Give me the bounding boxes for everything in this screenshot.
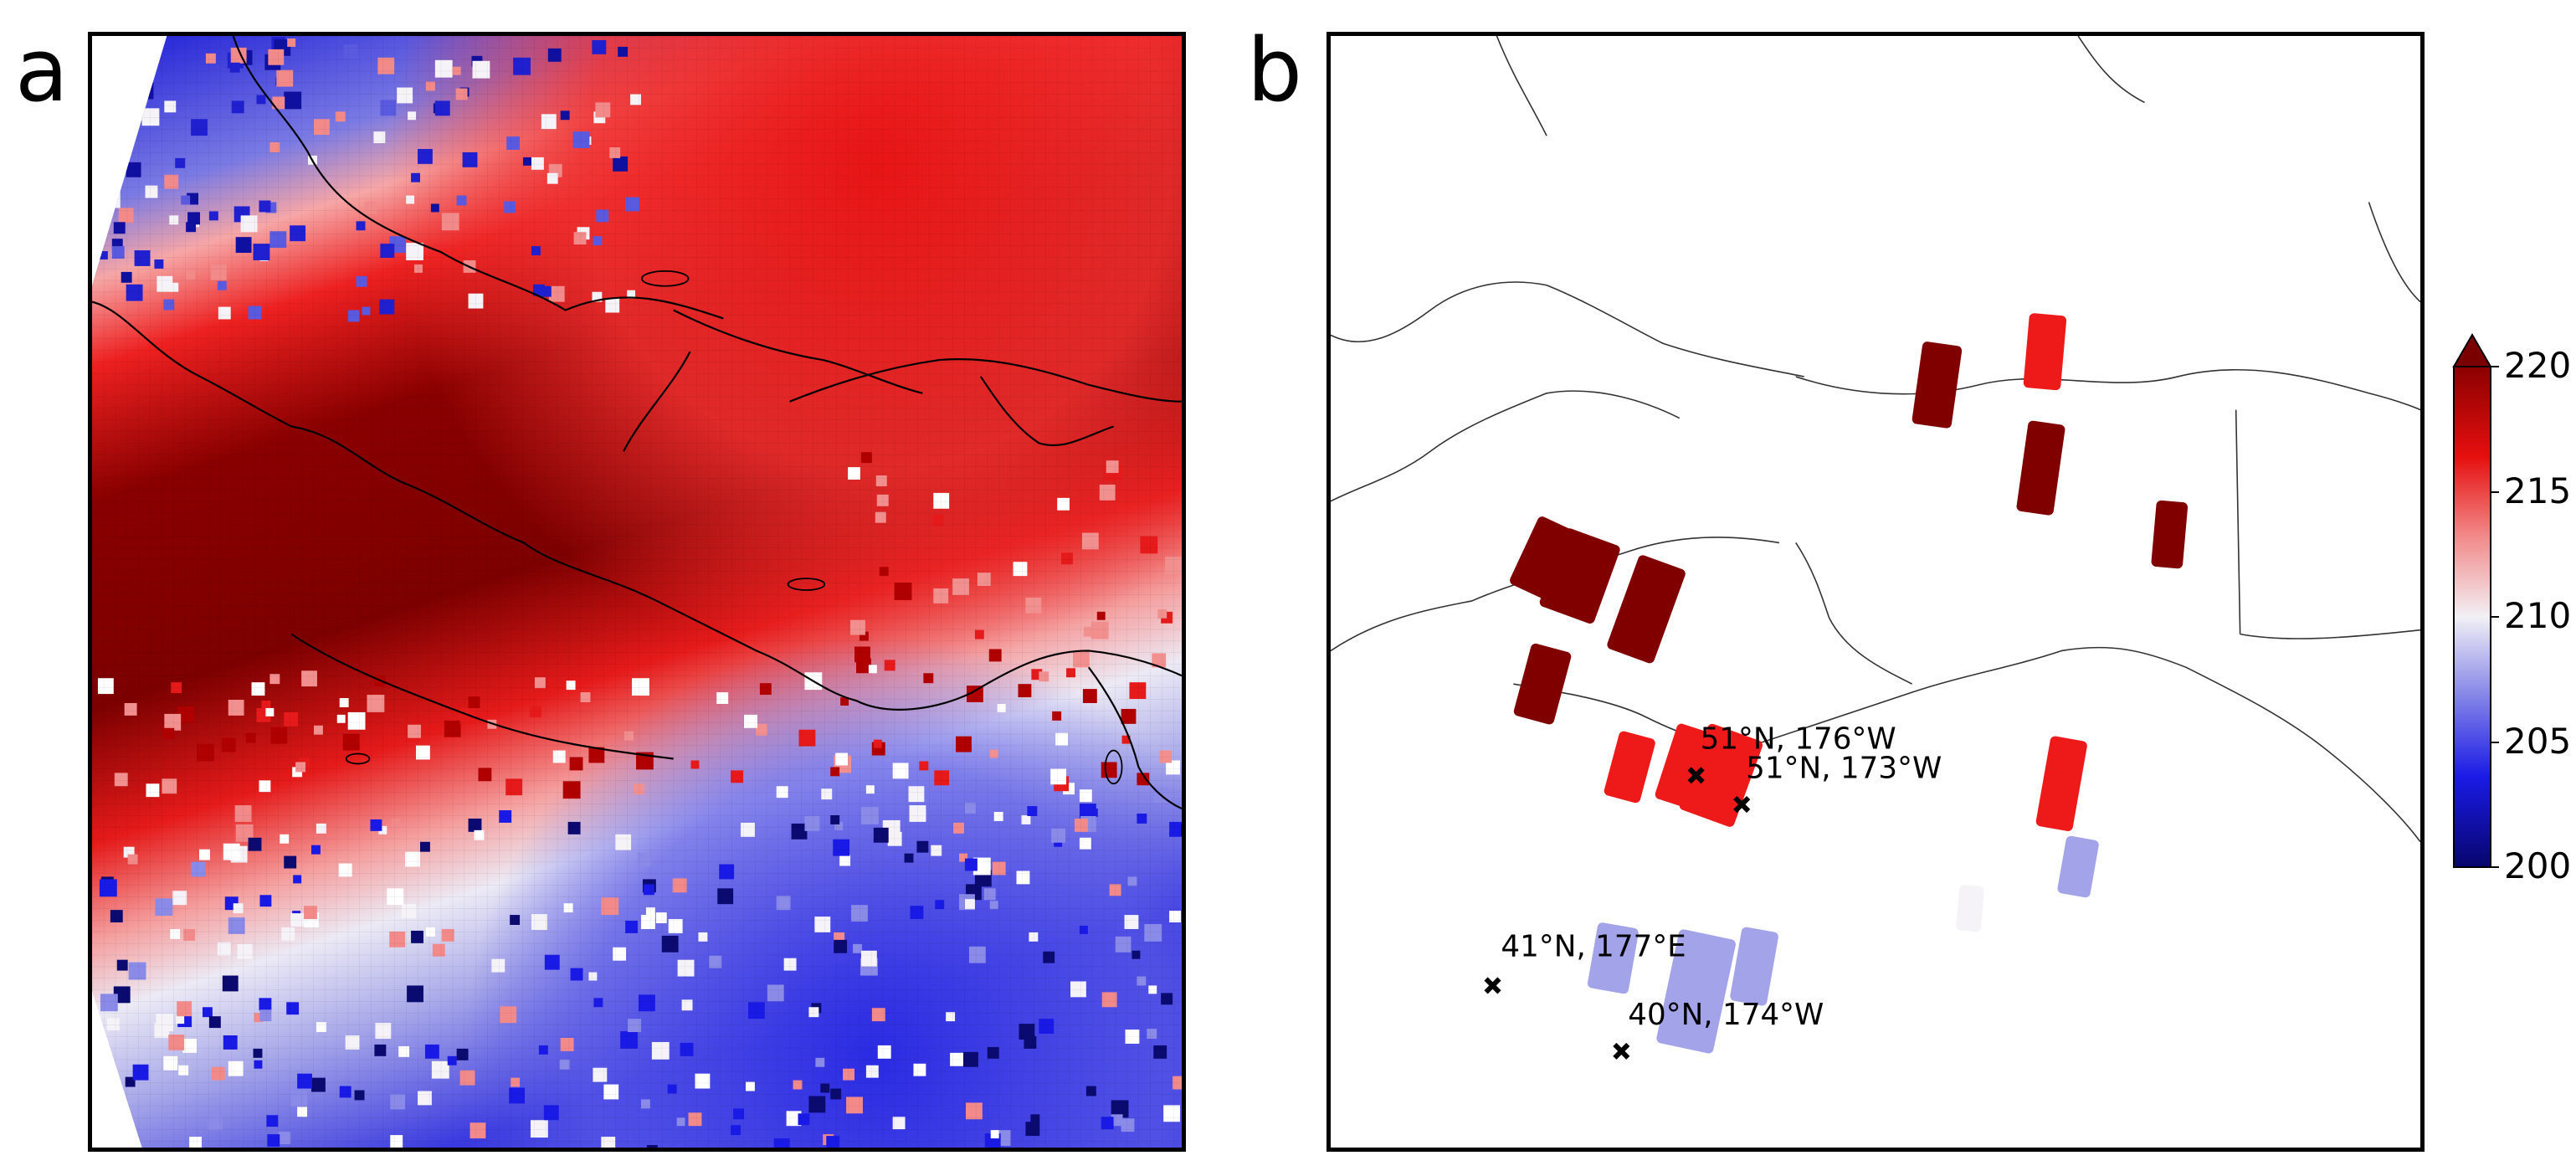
cross-icon (1613, 1042, 1630, 1060)
cross-icon (1733, 796, 1751, 814)
observation-cluster (2016, 420, 2065, 516)
panel-a-swath (92, 36, 1182, 1148)
panel-b-coastlines (1331, 36, 2420, 843)
observation-cluster (1911, 342, 1963, 429)
site-marker: 40°N, 174°W (1613, 998, 1824, 1060)
cross-icon (1484, 977, 1501, 994)
site-label: 41°N, 177°E (1501, 930, 1686, 964)
panel-b-map: 51°N, 176°W 51°N, 173°W 41°N, 177°E 40°N, 1… (1326, 32, 2425, 1152)
observation-cluster (1513, 643, 1572, 725)
colorbar-tick-mark (2491, 741, 2499, 743)
observation-cluster (1656, 929, 1736, 1054)
panel-a-map (88, 32, 1186, 1152)
site-marker: 41°N, 177°E (1484, 930, 1686, 994)
observation-cluster (2023, 313, 2067, 391)
colorbar-tick-label: 210 (2504, 595, 2572, 636)
colorbar-tick-label: 215 (2504, 470, 2572, 511)
observation-cluster (2151, 500, 2189, 569)
observation-cluster (1956, 885, 1984, 932)
site-label: 51°N, 173°W (1746, 751, 1942, 785)
colorbar-tick-mark (2491, 866, 2499, 868)
observation-cluster (1607, 555, 1686, 664)
observation-cluster (1588, 922, 1639, 994)
observation-cluster (2057, 835, 2099, 898)
site-marker: 51°N, 173°W (1733, 751, 1942, 814)
colorbar-tick-mark (2491, 490, 2499, 493)
colorbar-tick-mark (2491, 616, 2499, 618)
colorbar-tick-label: 200 (2504, 845, 2572, 886)
colorbar-tick-label: 205 (2504, 720, 2572, 762)
observation-cluster (1539, 528, 1620, 624)
site-marker: 51°N, 176°W (1687, 722, 1896, 784)
observation-cluster (1730, 927, 1778, 1006)
site-label: 51°N, 176°W (1701, 722, 1896, 757)
colorbar-tick-label: 220 (2504, 345, 2572, 386)
panel-a-coastlines (92, 36, 1182, 810)
cross-icon (1687, 767, 1705, 784)
panel-a-label: a (15, 19, 69, 121)
colorbar: 200 205 210 215 220 (2452, 333, 2572, 884)
observation-cluster (2035, 736, 2087, 831)
observation-cluster (1604, 731, 1655, 804)
panel-b-points: 51°N, 176°W51°N, 173°W 41°N, 177°E 40°N, 1… (1331, 36, 2420, 1060)
colorbar-tick-mark (2491, 366, 2499, 367)
panel-b-label: b (1247, 19, 1303, 121)
site-label: 40°N, 174°W (1628, 998, 1824, 1032)
colorbar-gradient (2452, 333, 2492, 868)
